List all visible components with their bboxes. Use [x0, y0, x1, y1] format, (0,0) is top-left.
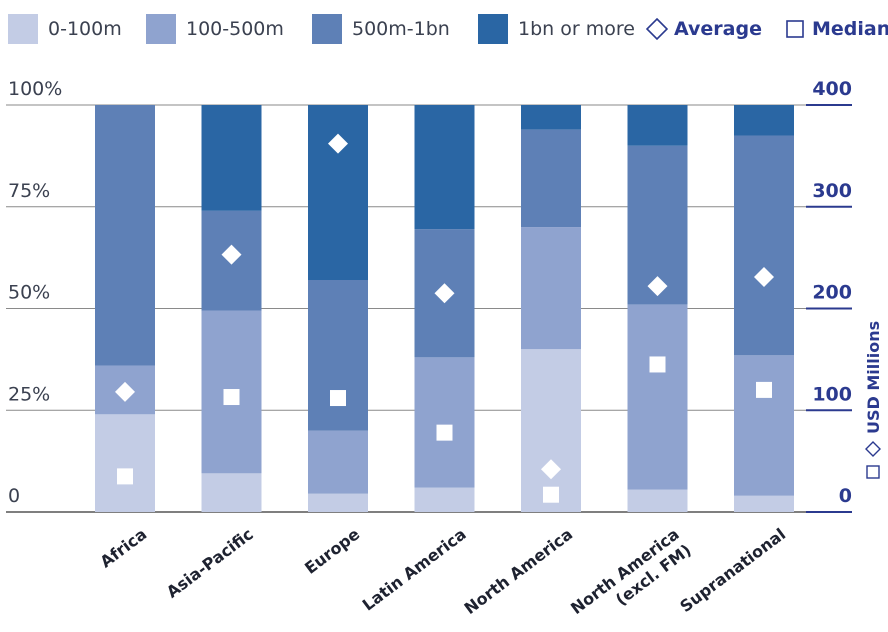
- legend-item-1bn-or-more: 1bn or more: [478, 14, 635, 44]
- x-tick-label-line: Africa: [96, 524, 150, 571]
- bar-segment: [95, 105, 155, 366]
- bar-segment: [308, 430, 368, 494]
- y-left-tick-label: 25%: [8, 383, 50, 405]
- bar-segment: [414, 487, 475, 512]
- average-marker: [434, 283, 455, 304]
- y-right-tick-label: 0: [839, 485, 852, 507]
- legend: 0-100m 100-500m 500m-1bn 1bn or more Ave…: [0, 14, 888, 44]
- median-marker: [436, 424, 453, 441]
- legend-item-0-100m: 0-100m: [8, 14, 122, 44]
- average-marker: [328, 133, 348, 154]
- legend-swatch-100-500m: [146, 14, 176, 44]
- average-marker: [754, 266, 774, 287]
- x-tick-label: Latin America: [359, 524, 470, 614]
- bar-segment: [95, 414, 155, 512]
- bar-segment: [521, 129, 581, 228]
- bar-segment: [308, 493, 368, 512]
- x-tick-label: Europe: [301, 524, 363, 577]
- bar-segment: [414, 105, 475, 230]
- bar-segment: [734, 355, 794, 496]
- y-right-axis-title: USD Millions: [864, 321, 883, 479]
- median-marker: [223, 389, 240, 406]
- legend-item-500m-1bn: 500m-1bn: [312, 14, 450, 44]
- y-right-tick-label: 300: [812, 180, 852, 202]
- y-left-tick-label: 100%: [8, 78, 62, 100]
- legend-diamond-icon: [646, 18, 668, 40]
- y-right-tick-label: 100: [812, 383, 852, 405]
- bar-segment: [734, 495, 794, 512]
- bar-segment: [308, 280, 368, 431]
- y-right-axis-label: USD Millions: [864, 321, 883, 434]
- median-marker: [543, 486, 559, 503]
- x-tick-label-line: Latin America: [359, 524, 470, 614]
- legend-swatch-1bn-or-more: [478, 14, 508, 44]
- x-tick-label: Supranational: [676, 524, 789, 616]
- legend-item-average: Average: [646, 14, 762, 44]
- x-tick-label-line: Europe: [301, 524, 363, 577]
- x-tick-label-line: Supranational: [676, 524, 789, 616]
- axis-title-diamond-icon: [865, 441, 881, 457]
- x-tick-label-line: North America: [461, 524, 577, 618]
- bar-segment: [521, 349, 581, 512]
- legend-label-100-500m: 100-500m: [186, 18, 284, 40]
- bar-segment: [521, 227, 581, 350]
- y-left-tick-label: 50%: [8, 282, 50, 304]
- legend-label-0-100m: 0-100m: [48, 18, 122, 40]
- median-marker: [649, 356, 666, 373]
- bar-segment: [734, 135, 794, 356]
- axis-title-square-icon: [866, 465, 880, 479]
- average-marker: [221, 244, 242, 265]
- legend-item-100-500m: 100-500m: [146, 14, 284, 44]
- median-marker: [756, 381, 772, 398]
- legend-label-1bn-or-more: 1bn or more: [518, 18, 635, 40]
- bar-segment: [627, 489, 688, 512]
- median-marker: [330, 390, 346, 407]
- average-marker: [115, 381, 135, 402]
- y-left-tick-label: 0: [8, 485, 20, 507]
- y-left-tick-label: 75%: [8, 180, 50, 202]
- legend-label-average: Average: [674, 18, 762, 40]
- legend-label-500m-1bn: 500m-1bn: [352, 18, 450, 40]
- average-marker: [647, 276, 668, 297]
- bar-segment: [414, 357, 475, 488]
- bar-segment: [201, 473, 262, 512]
- bar-segment: [521, 105, 581, 130]
- x-tick-label: Africa: [96, 524, 150, 571]
- legend-item-median: Median: [784, 14, 888, 44]
- legend-square-icon: [786, 20, 804, 38]
- x-tick-label: North America(excl. FM): [567, 524, 695, 618]
- legend-label-median: Median: [812, 18, 888, 40]
- y-right-tick-label: 200: [812, 282, 852, 304]
- x-tick-label: Asia-Pacific: [163, 524, 257, 601]
- median-marker: [117, 468, 133, 485]
- bar-segment: [627, 105, 688, 146]
- legend-swatch-0-100m: [8, 14, 38, 44]
- x-tick-label-line: Asia-Pacific: [163, 524, 257, 601]
- x-tick-label: North America: [461, 524, 577, 618]
- bar-segment: [308, 105, 368, 281]
- average-marker: [541, 459, 561, 480]
- bar-segment: [734, 105, 794, 136]
- y-right-tick-label: 400: [812, 78, 852, 100]
- legend-swatch-500m-1bn: [312, 14, 342, 44]
- bar-segment: [201, 105, 262, 211]
- bar-segment: [627, 304, 688, 490]
